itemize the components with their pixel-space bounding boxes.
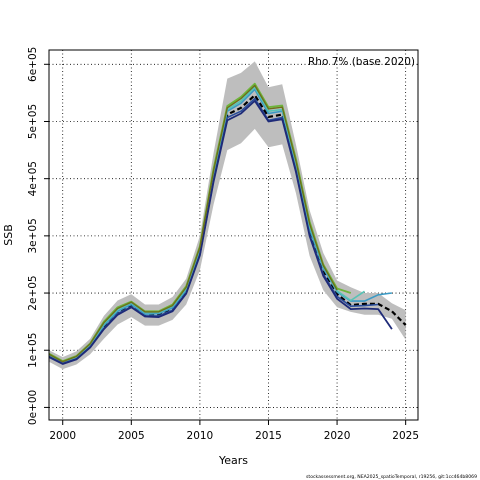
series-line-5: [48, 100, 393, 365]
y-tick-label-2: 2e+05: [27, 275, 39, 310]
x-tick-label-2015: 2015: [255, 430, 282, 442]
rho-annotation: Rho 7% (base 2020): [308, 56, 415, 68]
y-tick-label-5: 5e+05: [27, 104, 39, 139]
y-tick-label-1: 1e+05: [27, 333, 39, 368]
x-tick-label-2005: 2005: [118, 430, 145, 442]
series-lines-layer: [48, 82, 407, 365]
y-tick-label-3: 3e+05: [27, 218, 39, 253]
x-tick-label-2025: 2025: [392, 430, 419, 442]
x-tick-label-2010: 2010: [187, 430, 214, 442]
y-tick-label-6: 6e+05: [27, 47, 39, 82]
series-line-3: [48, 97, 379, 365]
x-axis-label: Years: [218, 454, 248, 467]
x-axis: 2000 2005 2010 2015 2020 2025: [49, 420, 419, 442]
footer-credit: stockassessment.org, NEA2025_spatioTempo…: [306, 474, 477, 480]
y-axis: 0e+00 1e+05 2e+05 3e+05 4e+05 5e+05 6e+05: [27, 47, 49, 425]
series-line-6: [48, 84, 338, 363]
y-axis-label: SSB: [2, 224, 15, 246]
x-tick-label-2000: 2000: [49, 430, 76, 442]
y-tick-label-0: 0e+00: [27, 390, 39, 425]
plot-frame: [48, 49, 419, 421]
x-tick-label-2020: 2020: [324, 430, 351, 442]
y-tick-label-4: 4e+05: [27, 161, 39, 196]
